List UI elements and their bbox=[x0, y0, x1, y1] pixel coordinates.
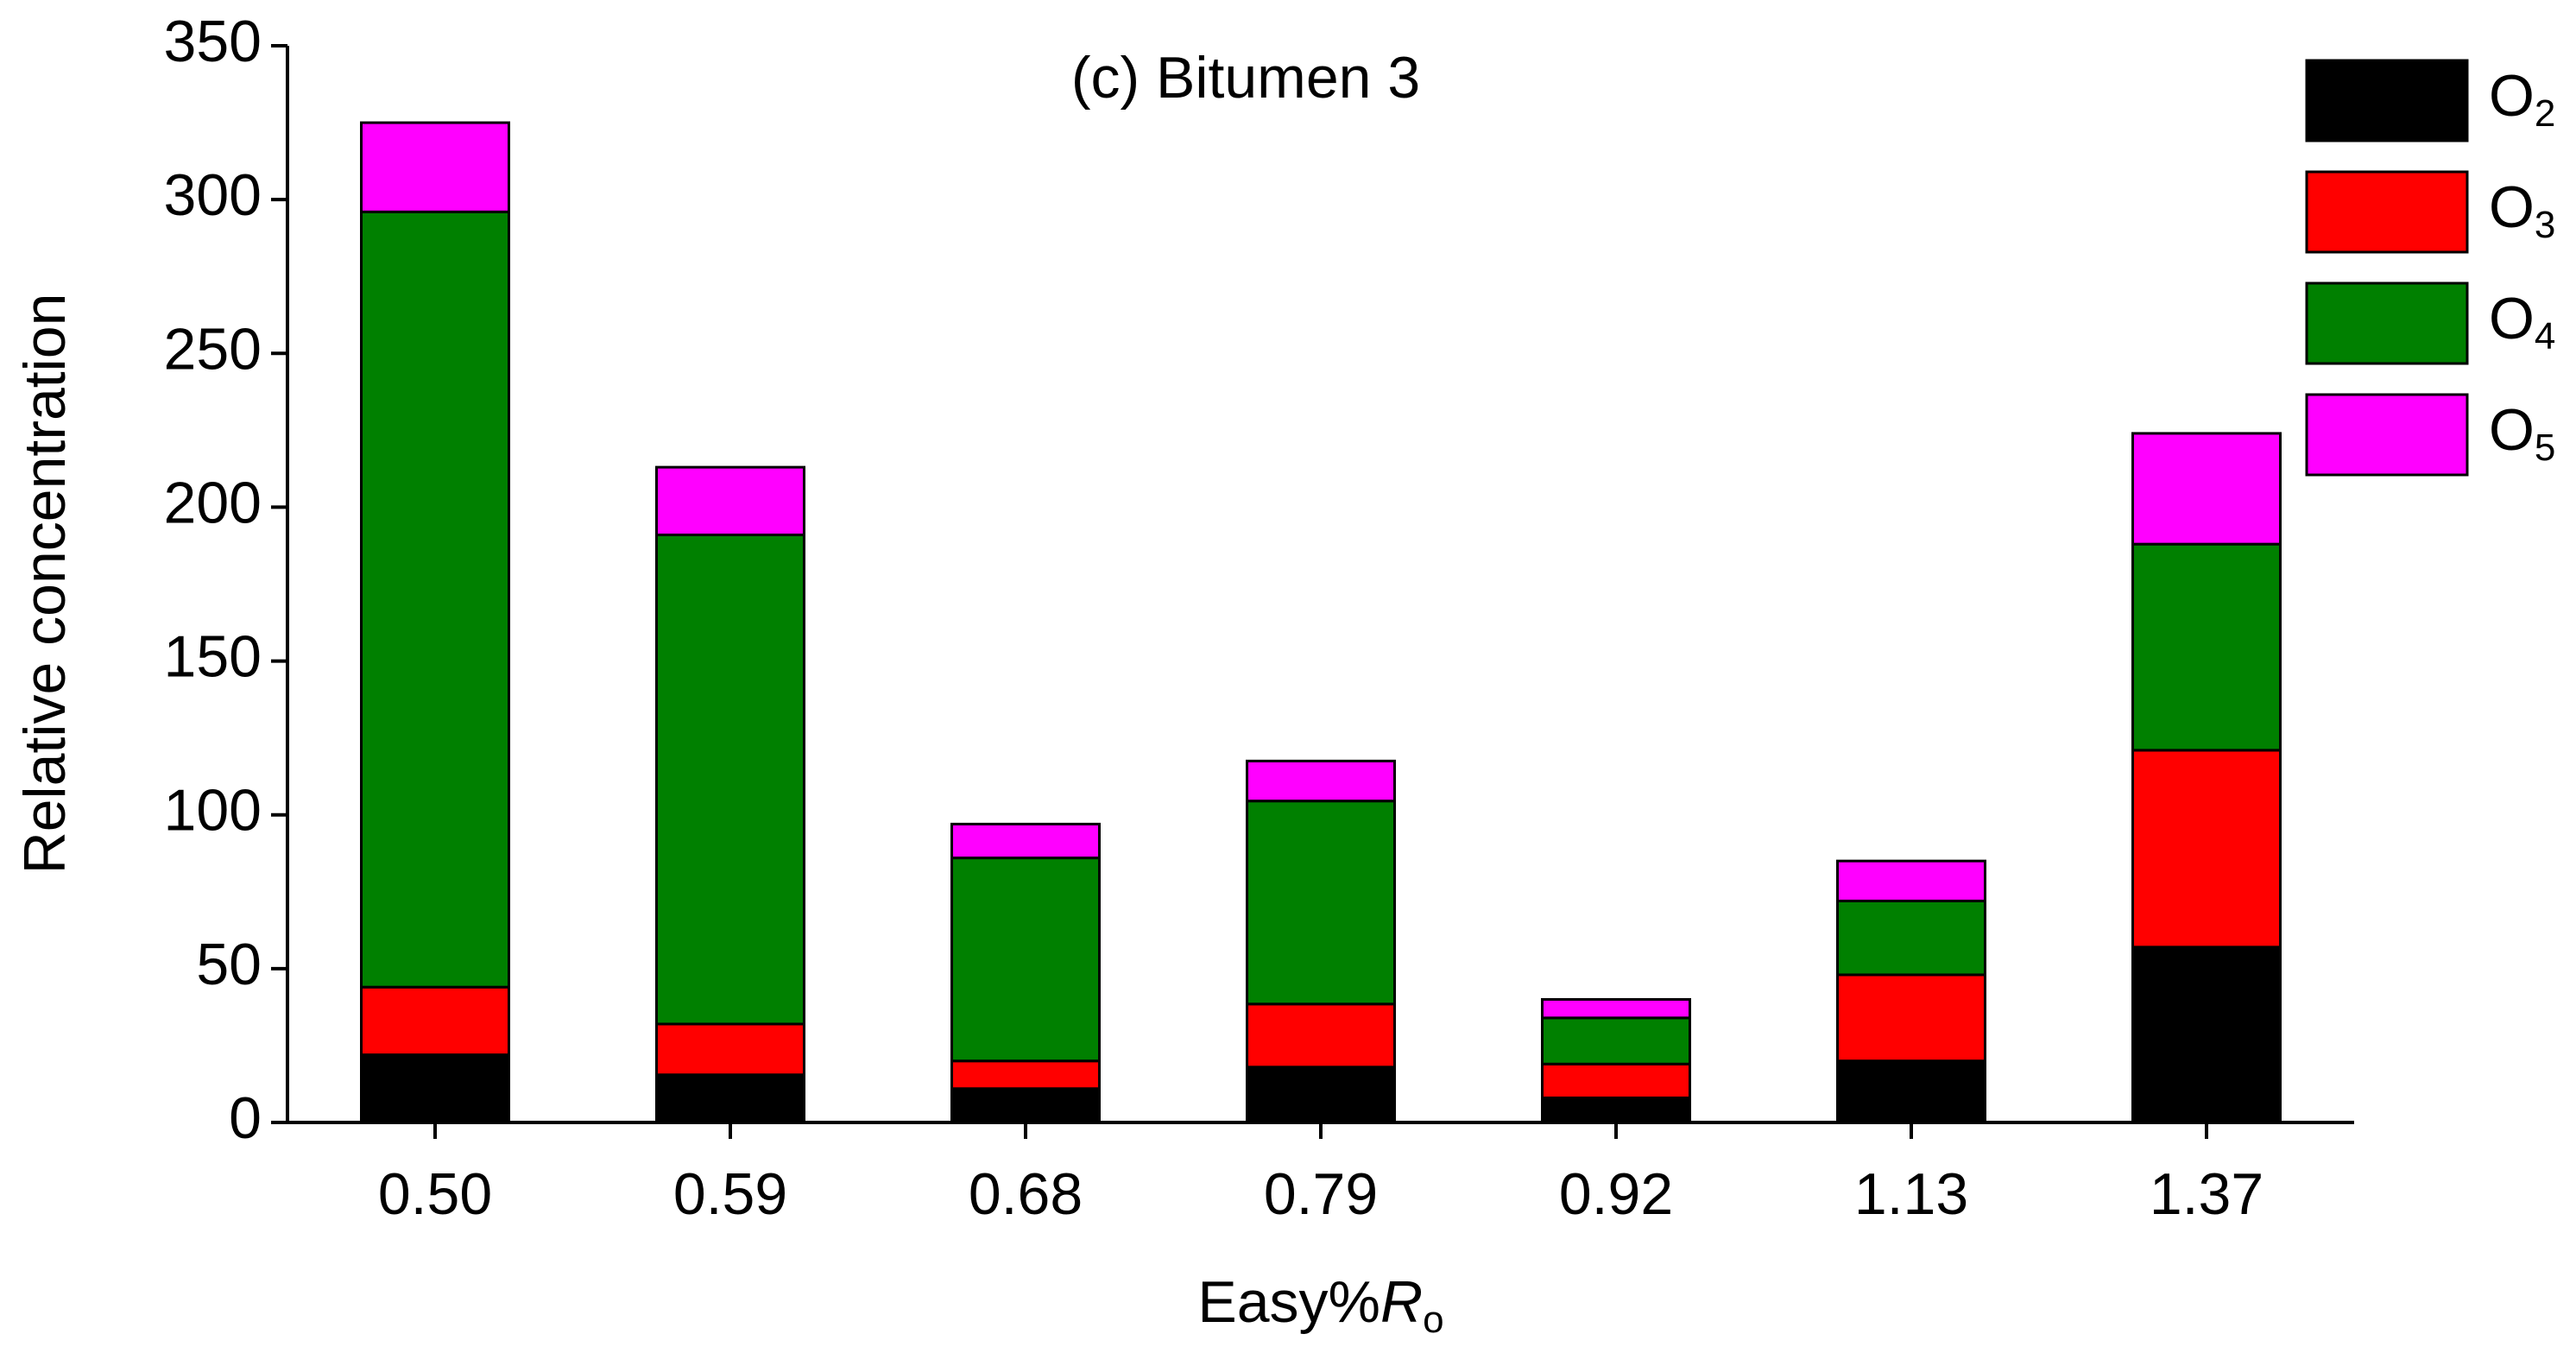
x-tick-label: 0.50 bbox=[378, 1161, 492, 1227]
bar-segment bbox=[2131, 542, 2282, 752]
bar-segment bbox=[950, 1059, 1101, 1091]
x-tick-label: 0.59 bbox=[673, 1161, 787, 1227]
bar-segment bbox=[1836, 859, 1986, 902]
x-tick-label: 0.79 bbox=[1264, 1161, 1378, 1227]
bar-segment bbox=[655, 465, 805, 536]
y-tick-label: 0 bbox=[229, 1085, 262, 1151]
bar-segment bbox=[1541, 1016, 1691, 1065]
bar-segment bbox=[360, 1053, 510, 1124]
bar-segment bbox=[1836, 1059, 1986, 1124]
y-tick-label: 350 bbox=[164, 9, 262, 74]
bar-segment bbox=[360, 210, 510, 989]
legend-swatch bbox=[2305, 393, 2469, 477]
x-tick-label: 1.13 bbox=[1854, 1161, 1968, 1227]
legend-label: O3 bbox=[2489, 174, 2555, 246]
bar-segment bbox=[950, 822, 1101, 860]
y-tick-label: 200 bbox=[164, 470, 262, 535]
legend-label: O2 bbox=[2489, 63, 2555, 135]
legend-swatch bbox=[2305, 170, 2469, 254]
bar-segment bbox=[655, 1022, 805, 1077]
x-tick-label: 0.92 bbox=[1559, 1161, 1673, 1227]
bar-segment bbox=[950, 857, 1101, 1063]
y-tick-label: 50 bbox=[196, 932, 262, 997]
legend-swatch bbox=[2305, 59, 2469, 142]
bar-segment bbox=[950, 1087, 1101, 1124]
chart-title: (c) Bitumen 3 bbox=[1071, 45, 1420, 111]
bar-segment bbox=[1246, 1002, 1396, 1069]
y-tick-label: 300 bbox=[164, 162, 262, 228]
bar-segment bbox=[1246, 800, 1396, 1006]
x-axis-label: Easy%Ro bbox=[1197, 1269, 1443, 1341]
bar-segment bbox=[655, 1073, 805, 1124]
bar-segment bbox=[1246, 759, 1396, 803]
bar-segment bbox=[360, 985, 510, 1057]
bar-segment bbox=[1541, 1062, 1691, 1099]
bar-segment bbox=[1541, 1096, 1691, 1124]
legend-label: O5 bbox=[2489, 397, 2555, 469]
bar-segment bbox=[2131, 432, 2282, 546]
x-tick-label: 1.37 bbox=[2150, 1161, 2263, 1227]
bar-segment bbox=[1541, 997, 1691, 1020]
bar-segment bbox=[1246, 1065, 1396, 1124]
bar-segment bbox=[360, 121, 510, 213]
y-tick-label: 150 bbox=[164, 624, 262, 690]
bar-segment bbox=[1836, 973, 1986, 1063]
bar-segment bbox=[2131, 945, 2282, 1124]
y-axis-label: Relative concentration bbox=[12, 294, 78, 875]
bar-segment bbox=[2131, 749, 2282, 949]
legend-swatch bbox=[2305, 281, 2469, 365]
x-tick-label: 0.68 bbox=[969, 1161, 1083, 1227]
y-tick-label: 100 bbox=[164, 778, 262, 844]
y-tick-label: 250 bbox=[164, 316, 262, 382]
bar-segment bbox=[1836, 899, 1986, 977]
bar-segment bbox=[655, 533, 805, 1026]
legend-label: O4 bbox=[2489, 286, 2555, 357]
